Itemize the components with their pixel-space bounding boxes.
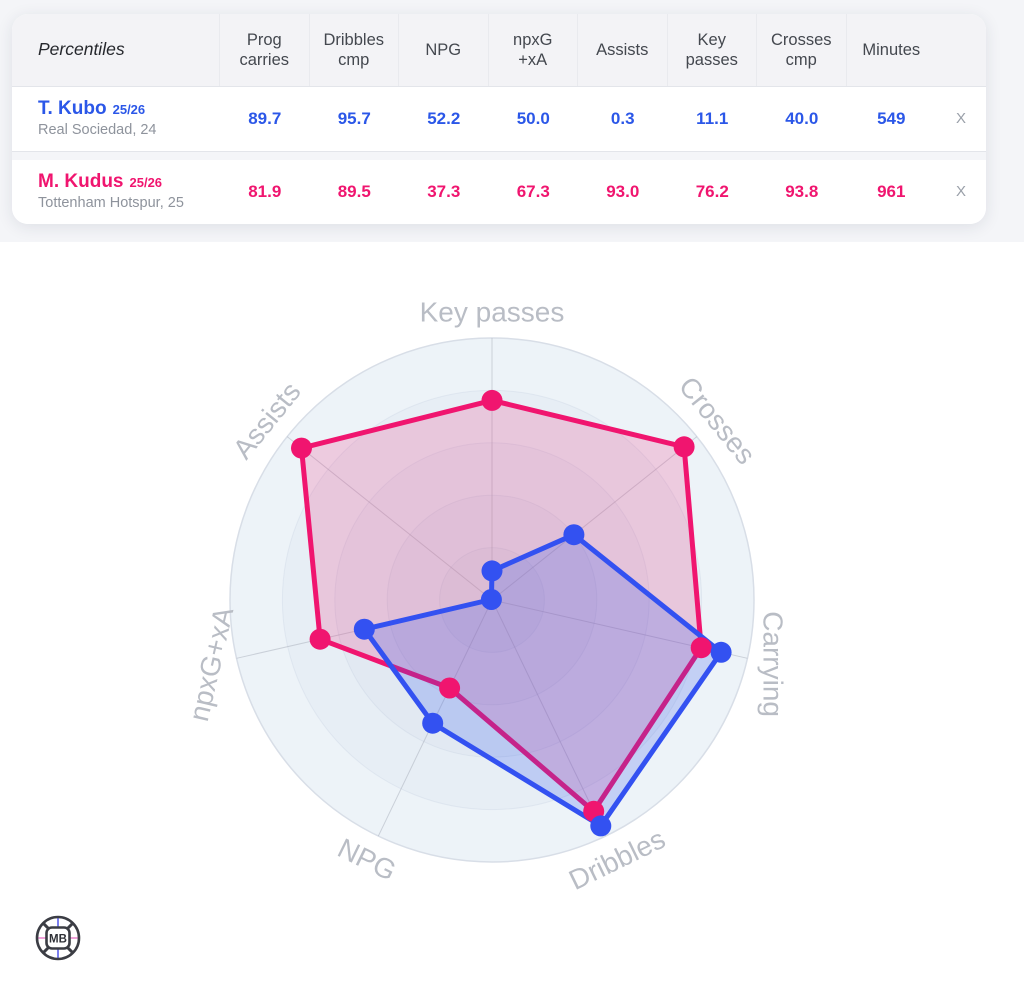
radar-spoke bbox=[491, 599, 607, 837]
stat-value: 50.0 bbox=[516, 108, 550, 128]
radar-spoke bbox=[286, 436, 493, 601]
stat-value: 93.0 bbox=[606, 181, 640, 201]
remove-player-button[interactable]: X bbox=[955, 110, 966, 128]
table-header-row: Percentiles Prog carries Dribbles cmp NPG n… bbox=[12, 14, 986, 87]
player-season: 25/26 bbox=[112, 102, 146, 118]
data-point bbox=[291, 437, 312, 459]
column-header: Key passes bbox=[668, 14, 757, 86]
data-point bbox=[309, 628, 331, 650]
player-row: T. Kubo 25/26 Real Sociedad, 24 89.7 95.7 52.… bbox=[12, 87, 986, 151]
axis-label-npxg-xa: npxG+xA bbox=[183, 604, 239, 724]
stat-value: 93.8 bbox=[785, 181, 819, 201]
data-point bbox=[710, 641, 732, 663]
stat-value: 52.2 bbox=[427, 108, 461, 128]
percentile-table: Percentiles Prog carries Dribbles cmp NPG n… bbox=[12, 14, 986, 224]
data-point bbox=[481, 560, 503, 582]
data-point bbox=[673, 436, 695, 458]
column-header: npxG +xA bbox=[489, 14, 578, 86]
player-season: 25/26 bbox=[129, 175, 163, 191]
radar-chart: Key passes Crosses Carrying Dribbles NPG npxG… bbox=[0, 242, 1024, 988]
stat-value: 37.3 bbox=[427, 181, 461, 201]
mb-logo: MB bbox=[35, 915, 81, 961]
stat-value: 40.0 bbox=[785, 108, 819, 128]
column-header: Minutes bbox=[862, 40, 921, 59]
radar-area-t-kubo bbox=[361, 532, 724, 829]
row-divider bbox=[12, 151, 986, 160]
column-header: Assists bbox=[578, 14, 668, 86]
radar-area-m-kudus bbox=[299, 397, 704, 814]
radar-chart-canvas: Key passesCrossesCarryingDribblesNPGnpxG… bbox=[183, 297, 788, 896]
player-row: M. Kudus 25/26 Tottenham Hotspur, 25 81.9 89… bbox=[12, 160, 986, 224]
column-header-remove bbox=[936, 14, 986, 86]
stat-value: 95.7 bbox=[337, 108, 371, 128]
table-corner-label: Percentiles bbox=[12, 14, 220, 86]
column-header: Dribbles cmp bbox=[310, 14, 399, 86]
radar-spoke bbox=[491, 436, 698, 601]
player-team: Real Sociedad, 24 bbox=[38, 121, 157, 138]
player-name: T. Kubo bbox=[38, 98, 107, 120]
data-point bbox=[439, 677, 461, 699]
player-team: Tottenham Hotspur, 25 bbox=[38, 194, 184, 211]
stat-value: 76.2 bbox=[695, 181, 729, 201]
data-point bbox=[422, 712, 444, 734]
logo-ring bbox=[35, 915, 81, 961]
data-point bbox=[590, 815, 612, 837]
column-header: NPG bbox=[399, 14, 489, 86]
data-point bbox=[563, 524, 585, 546]
table-section: Percentiles Prog carries Dribbles cmp NPG n… bbox=[0, 0, 1024, 242]
data-point bbox=[480, 589, 502, 610]
stat-value: 89.5 bbox=[337, 181, 371, 201]
column-header: Prog carries bbox=[220, 14, 310, 86]
stat-value: 0.3 bbox=[610, 108, 635, 128]
data-point bbox=[353, 618, 375, 640]
player-name: M. Kudus bbox=[38, 171, 124, 193]
axis-label-key-passes: Key passes bbox=[420, 297, 565, 328]
player-cell: M. Kudus 25/26 Tottenham Hotspur, 25 bbox=[12, 171, 220, 212]
remove-player-button[interactable]: X bbox=[955, 183, 966, 201]
column-header: Crosses cmp bbox=[757, 14, 847, 86]
data-point bbox=[481, 389, 503, 411]
stat-value: 67.3 bbox=[516, 181, 550, 201]
stat-value: 11.1 bbox=[696, 108, 729, 128]
player-cell: T. Kubo 25/26 Real Sociedad, 24 bbox=[12, 98, 220, 139]
stat-value: 81.9 bbox=[248, 181, 282, 201]
axis-label-carrying: Carrying bbox=[757, 611, 788, 717]
logo-badge bbox=[45, 926, 71, 950]
data-point bbox=[690, 637, 712, 659]
stat-value: 961 bbox=[877, 181, 906, 201]
stat-value: 89.7 bbox=[248, 108, 282, 128]
logo-text: MB bbox=[49, 934, 67, 946]
stat-value: 549 bbox=[877, 108, 906, 128]
